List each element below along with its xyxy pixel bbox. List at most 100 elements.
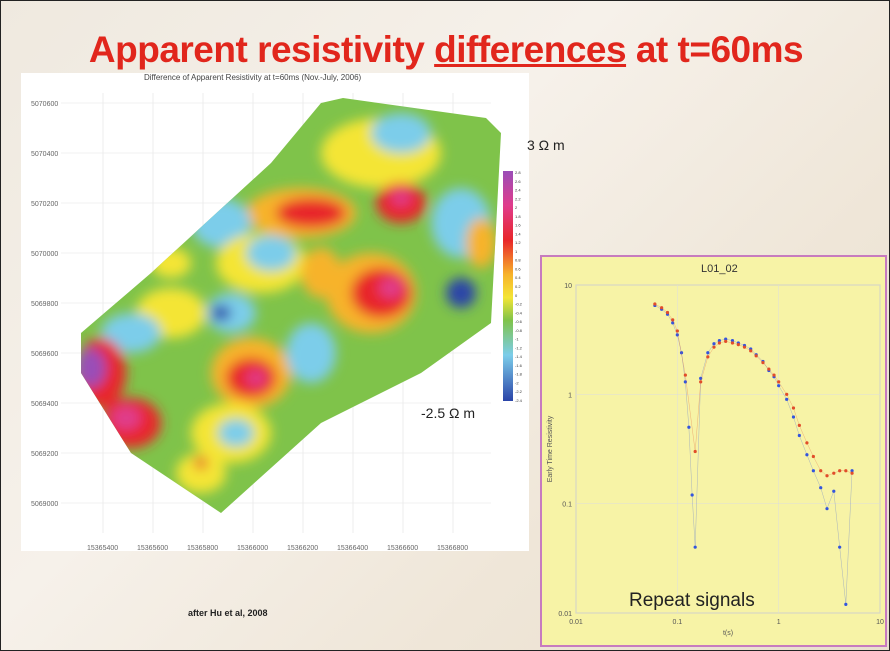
map-colorbar [503,171,513,401]
data-point-series-0 [785,397,789,401]
title-part2: differences [434,29,627,70]
data-point-series-0 [805,453,809,457]
plot-y-tick: 1 [568,392,572,399]
map-y-tick: 5069200 [31,451,59,458]
map-y-tick: 5069800 [31,301,59,308]
colorbar-ticks: 2.8 2.6 2.4 2.2 2 1.8 1.6 1.4 1.2 1 0.8 0.6 0.4 0.2 0 -… [515,170,523,403]
colorbar-tick: 2.2 [515,196,521,201]
colorbar-tick: 0.2 [515,284,521,289]
data-point-series-0 [690,493,694,497]
slide-title: Apparent resistivity differences at t=60… [1,29,889,71]
map-y-tick: 5070400 [31,151,59,158]
resistivity-map-panel: 2.8 2.6 2.4 2.2 2 1.8 1.6 1.4 1.2 1 0.8 0.6 0.4 0.2 0 -… [21,73,529,551]
map-x-tick: 15365600 [137,545,169,552]
repeat-signals-annotation: Repeat signals [629,590,755,611]
data-point-series-1 [785,392,789,396]
map-x-tick: 15366400 [337,545,369,552]
decay-plot-panel [540,255,887,647]
colorbar-tick: 1.2 [515,240,521,245]
title-part3: at t=60ms [626,29,804,70]
colorbar-tick: 0.6 [515,266,521,271]
plot-x-tick: 10 [876,619,884,626]
plot-y-tick: 0.1 [562,502,572,509]
data-point-series-0 [675,333,679,337]
data-point-series-1 [838,469,842,473]
colorbar-tick: -2 [515,380,519,385]
map-y-tick: 5069400 [31,401,59,408]
data-point-series-1 [749,349,753,353]
plot-x-tick: 1 [777,619,781,626]
plot-x-tick: 0.01 [569,619,583,626]
plot-y-tick: 10 [564,283,572,290]
data-point-series-1 [736,343,740,347]
decay-plot: 0.01 0.1 1 10 10 1 0.1 0.01 t(s) Early Time Resis… [547,283,884,637]
map-y-tick: 5070600 [31,101,59,108]
data-point-series-1 [767,367,771,371]
data-point-series-0 [712,342,716,346]
data-point-series-1 [699,380,703,384]
colorbar-tick: 0.4 [515,275,521,280]
data-point-series-1 [772,373,776,377]
data-point-series-0 [797,433,801,438]
data-point-series-1 [777,380,781,384]
colorbar-tick: -1.2 [515,345,523,350]
data-point-series-1 [819,469,823,473]
data-point-series-1 [761,361,765,365]
colorbar-tick: 0 [515,293,518,298]
data-point-series-1 [850,471,854,475]
data-point-series-0 [811,469,815,473]
plot-y-tick: 0.01 [558,611,572,618]
credit-text: after Hu et al, 2008 [188,608,268,618]
data-point-series-1 [844,469,848,473]
data-point-series-1 [805,441,809,445]
plot-y-label: Early Time Resistivity [547,415,554,482]
colorbar-tick: -1.4 [515,354,523,359]
data-point-series-0 [679,351,684,355]
colorbar-tick: -0.2 [515,302,523,307]
colorbar-tick: -0.8 [515,328,523,333]
map-x-tick: 15366600 [387,545,419,552]
data-point-series-1 [797,423,801,427]
data-point-series-1 [706,355,710,359]
map-x-tick: 15366800 [437,545,469,552]
map-x-tick: 15366000 [237,545,269,552]
colorbar-tick: -1.6 [515,363,523,368]
colorbar-tick: 1.4 [515,231,521,236]
data-point-series-1 [791,406,796,410]
map-x-tick: 15365400 [87,545,119,552]
data-point-series-1 [665,310,670,315]
plot-x-tick: 0.1 [672,619,682,626]
data-point-series-1 [811,454,815,459]
colorbar-tick: 1 [515,249,518,254]
series-line-0 [654,305,853,605]
colorbar-tick: -2.4 [515,398,523,403]
colorbar-tick: -0.6 [515,319,523,324]
data-point-series-0 [850,469,854,473]
colorbar-tick: 1.8 [515,214,521,219]
data-point-series-1 [683,373,687,377]
data-point-series-1 [653,302,657,306]
data-point-series-1 [742,345,747,349]
data-point-series-0 [838,545,842,549]
data-point-series-0 [706,351,710,355]
series-line-1 [654,303,853,476]
plot-title: L01_02 [701,263,738,275]
map-x-tick: 15366200 [287,545,319,552]
data-point-series-1 [675,329,679,333]
data-point-series-0 [724,337,728,341]
colorbar-tick: 1.6 [515,223,521,228]
title-part1: Apparent resistivity [88,29,435,70]
data-point-series-1 [825,474,829,478]
data-point-series-0 [825,507,829,511]
data-point-series-1 [730,341,735,345]
data-point-series-1 [712,345,716,349]
data-point-series-1 [717,341,721,345]
colorbar-tick: -2.2 [515,389,523,394]
colorbar-min-label: -2.5 Ω m [421,405,476,421]
plot-x-label: t(s) [723,630,733,637]
data-point-series-1 [724,339,728,343]
data-point-series-0 [844,602,848,606]
data-point-series-1 [693,449,697,454]
resistivity-map: 2.8 2.6 2.4 2.2 2 1.8 1.6 1.4 1.2 1 0.8 0.6 0.4 0.2 0 -… [61,93,523,533]
